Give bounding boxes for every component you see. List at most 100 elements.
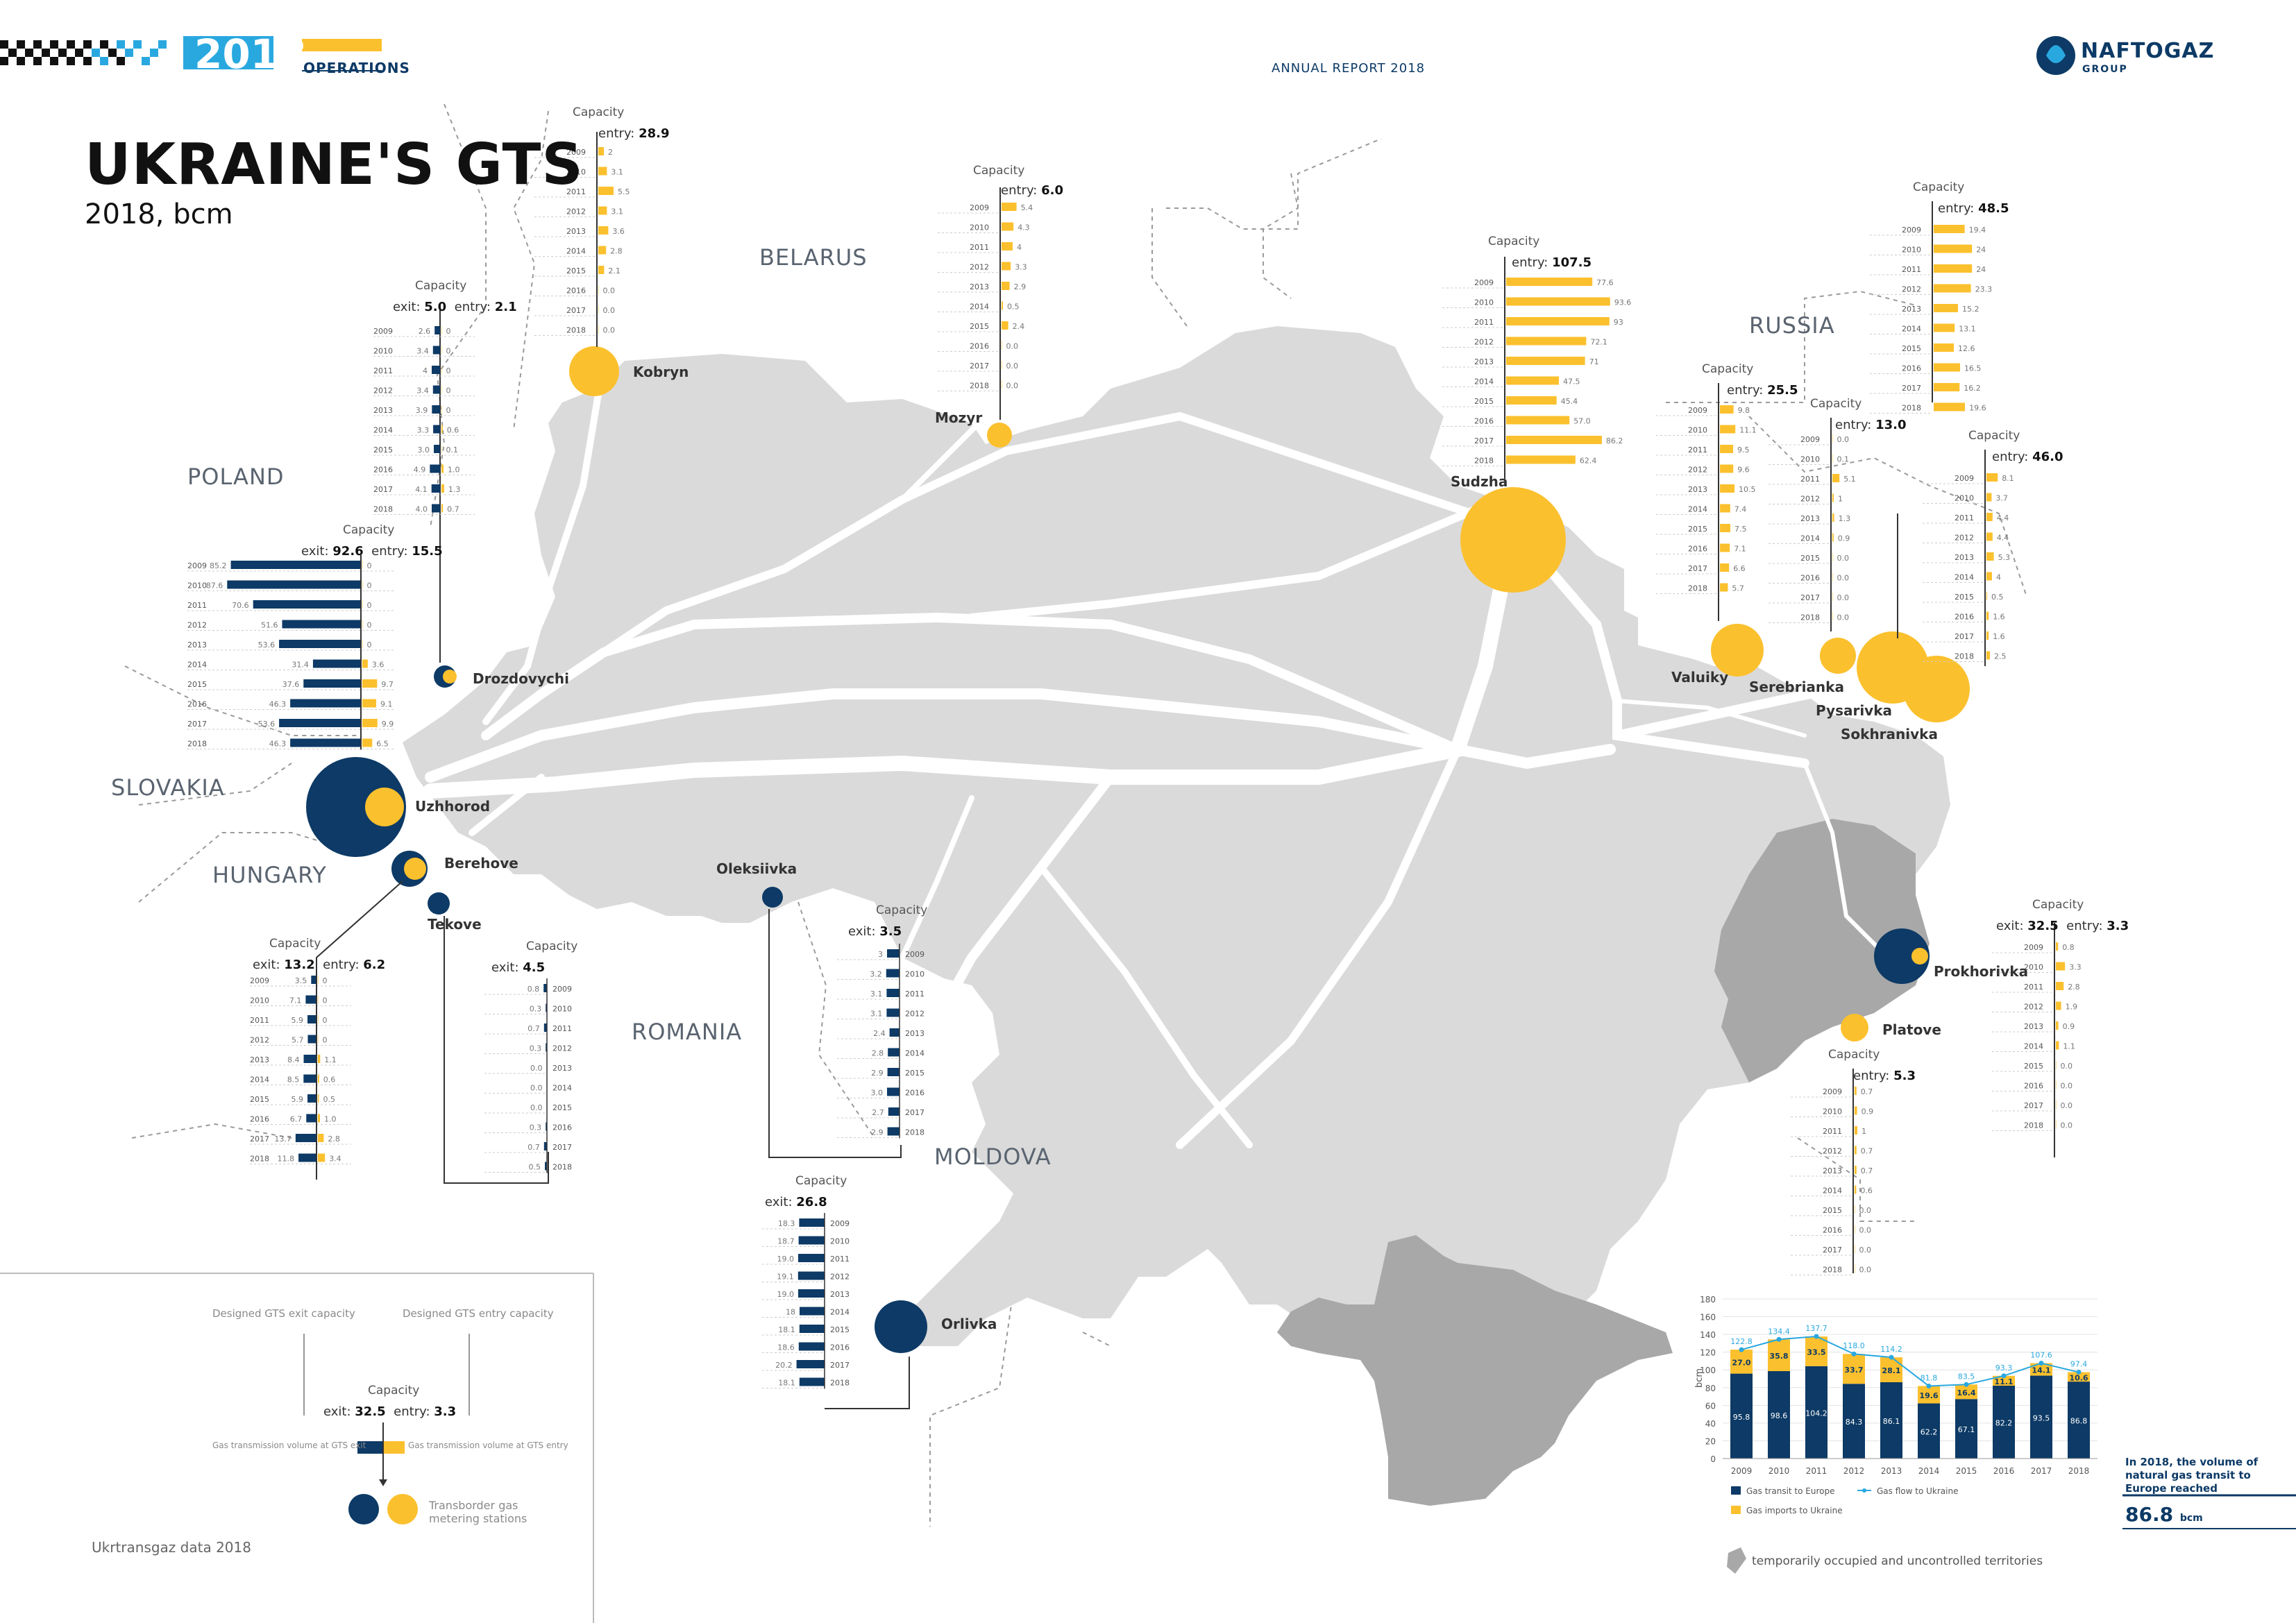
oleksiivka-row: 2.8 2014 (837, 1048, 925, 1059)
serebrianka-entry-label: 0.9 (1838, 534, 1850, 543)
mozyr-entry-bar (1002, 262, 1011, 271)
uzhhorod-entry-bar (362, 580, 363, 589)
orlivka-year-label: 2013 (830, 1290, 850, 1299)
y-tick-label: 20 (1705, 1436, 1716, 1446)
sokhranivka-year-label: 2011 (1955, 513, 1974, 522)
oleksiivka-exit-bar (887, 949, 900, 958)
oleksiivka-row: 3.2 2010 (837, 969, 925, 980)
kobryn-row: 3.6 2013 (534, 226, 625, 237)
line-point-label: 118.0 (1843, 1341, 1865, 1350)
uzhhorod-year-label: 2012 (187, 621, 207, 630)
uzhhorod-entry-label: 0 (367, 581, 372, 590)
station-label-valuiky: Valuiky (1671, 669, 1729, 686)
uzhhorod-exit-label: 85.2 (210, 561, 227, 570)
x-tick-label: 2011 (1806, 1466, 1827, 1476)
uzhhorod-entry-bar (362, 738, 373, 747)
orlivka-exit-label: 18.1 (778, 1379, 795, 1388)
bar-imports-label: 11.1 (1994, 1377, 2013, 1386)
orlivka-exit-bar (799, 1377, 825, 1386)
cap-word-pysarivka: Capacity (1913, 180, 1965, 194)
serebrianka-entry-bar (1832, 593, 1833, 601)
legend-designed-entry: Designed GTS entry capacity (403, 1307, 554, 1320)
y-tick-label: 180 (1700, 1295, 1716, 1305)
sudzha-year-label: 2015 (1474, 397, 1494, 406)
legend-box (0, 1273, 594, 1623)
berehove-exit-bar (311, 976, 316, 984)
serebrianka-year-label: 2015 (1800, 554, 1820, 563)
valuiky-entry-label: 5.7 (1732, 584, 1744, 593)
pysarivka-year-label: 2017 (1902, 384, 1921, 393)
sudzha-year-label: 2013 (1474, 357, 1494, 366)
sokhranivka-entry-bar (1986, 611, 1989, 620)
country-belarus: BELARUS (759, 244, 868, 271)
pysarivka-entry-label: 16.2 (1964, 384, 1981, 393)
kobryn-row: 0.0 2018 (534, 325, 615, 336)
drozdovychi-row: 4.9 1.0 2016 (373, 464, 475, 475)
drozdovychi-exit-label: 4.0 (416, 505, 428, 514)
drozdovychi-exit-bar (434, 445, 440, 453)
orlivka-exit-bar (800, 1307, 825, 1316)
berehove-entry-label: 2.8 (328, 1135, 340, 1144)
cap-tekove: exit: 4.5 (491, 960, 546, 975)
valuiky-row: 9.8 2009 (1656, 405, 1750, 416)
oleksiivka-row: 2.4 2013 (837, 1028, 925, 1039)
kobryn-year-label: 2015 (566, 266, 586, 275)
pysarivka-row: 15.2 2013 (1870, 304, 1979, 315)
sudzha-entry-bar (1506, 297, 1610, 306)
bar-transit-label: 95.8 (1733, 1413, 1750, 1422)
bar-transit (1993, 1385, 2015, 1459)
mozyr-row: 4.3 2010 (938, 222, 1030, 233)
drozdovychi-entry-label: 0.6 (447, 426, 459, 435)
cap-prokhorivka: exit: 32.5 entry: 3.3 (1996, 919, 2129, 933)
y-tick-label: 40 (1705, 1419, 1716, 1429)
platove-year-label: 2016 (1823, 1226, 1842, 1235)
serebrianka-entry-label: 1.3 (1839, 514, 1851, 523)
tekove-row: 0.7 2017 (484, 1142, 572, 1153)
platove-entry-label: 0.7 (1861, 1166, 1873, 1175)
bar-imports-label: 14.1 (2032, 1366, 2050, 1375)
drozdovychi-entry-bar (441, 464, 444, 473)
orlivka-exit-bar (798, 1254, 825, 1262)
berehove-exit-label: 13.7 (274, 1135, 292, 1144)
sudzha-row: 93.6 2010 (1442, 297, 1631, 308)
line-point (1889, 1354, 1894, 1360)
orlivka-circle (875, 1300, 927, 1353)
pysarivka-entry-bar (1934, 225, 1965, 233)
platove-year-label: 2014 (1823, 1187, 1842, 1196)
station-label-pysarivka: Pysarivka (1816, 702, 1893, 719)
mozyr-entry-label: 4.3 (1018, 223, 1030, 232)
prokhorivka-row: 0.0 2018 (1992, 1120, 2073, 1131)
uzhhorod-exit-bar (312, 659, 361, 668)
country-romania: ROMANIA (632, 1019, 743, 1045)
oleksiivka-year-label: 2011 (905, 989, 925, 999)
serebrianka-row: 0.1 2010 (1769, 454, 1849, 465)
naftogaz-logo-mark (2036, 36, 2075, 75)
valuiky-entry-bar (1720, 464, 1734, 473)
sudzha-entry-bar (1506, 376, 1559, 385)
bar-imports (1918, 1386, 1940, 1404)
sudzha-entry-label: 57.0 (1573, 417, 1591, 426)
cap-word-prokhorivka: Capacity (2032, 898, 2084, 912)
y-tick-label: 80 (1705, 1384, 1716, 1393)
drozdovychi-exit-label: 4 (423, 366, 428, 375)
sudzha-entry-label: 72.1 (1590, 338, 1607, 347)
prokhorivka-row: 0.9 2013 (1992, 1021, 2075, 1033)
bar-imports-label: 27.0 (1732, 1358, 1750, 1367)
drozdovychi-exit-label: 3.4 (416, 347, 429, 356)
berehove-row: 8.5 0.6 2014 (250, 1074, 351, 1085)
legend-label-transit: Gas transit to Europe (1746, 1486, 1834, 1496)
tekove-row: 0.0 2015 (484, 1103, 572, 1114)
valuiky-entry-bar (1720, 583, 1728, 592)
platove-year-label: 2017 (1823, 1246, 1842, 1255)
valuiky-entry-label: 6.6 (1733, 564, 1746, 573)
oleksiivka-row: 2.9 2018 (837, 1127, 925, 1138)
drozdovychi-entry-label: 0 (446, 347, 451, 356)
uzhhorod-exit-label: 51.6 (261, 621, 278, 630)
oleksiivka-row: 3.1 2011 (837, 989, 925, 1000)
serebrianka-entry-bar (1832, 474, 1840, 482)
pysarivka-year-label: 2009 (1902, 226, 1921, 235)
kobryn-year-label: 2009 (566, 148, 586, 157)
kobryn-entry-label: 5.5 (618, 187, 630, 196)
serebrianka-year-label: 2013 (1800, 514, 1820, 523)
